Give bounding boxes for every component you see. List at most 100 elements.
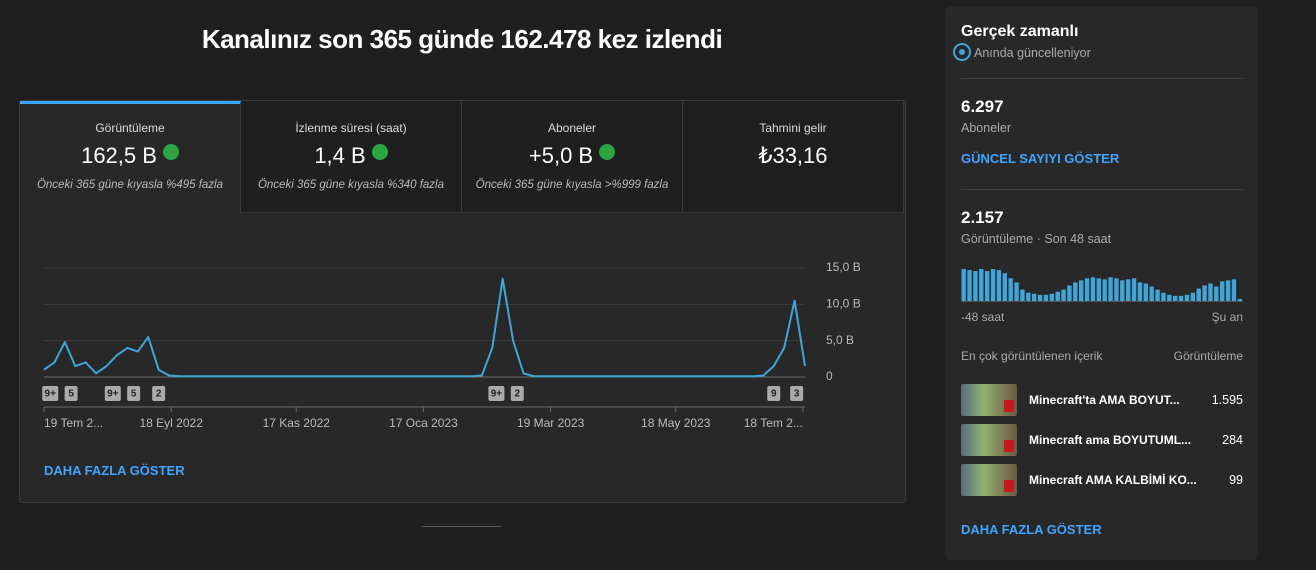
item-title[interactable]: Minecraft AMA KALBİMİ KO... xyxy=(1029,473,1197,487)
metric-value: +5,0 B xyxy=(462,143,682,169)
metric-note: Önceki 365 güne kıyasla %340 fazla xyxy=(257,179,445,191)
top-heading: En çok görüntülenen içerik xyxy=(961,349,1103,363)
realtime-bar xyxy=(1202,285,1207,301)
realtime-bar xyxy=(1084,278,1090,301)
more-link[interactable]: DAHA FAZLA GÖSTER xyxy=(961,522,1102,537)
metric-label: Aboneler xyxy=(547,121,597,135)
realtime-bar xyxy=(973,271,978,301)
realtime-bar xyxy=(990,269,996,301)
realtime-bar xyxy=(1043,294,1049,301)
realtime-bar xyxy=(1073,282,1078,301)
realtime-chart xyxy=(961,269,1242,301)
metric-value: 1,4 B xyxy=(241,143,461,169)
annotation-label: 9+ xyxy=(491,389,503,400)
thumbnail xyxy=(961,464,1017,496)
realtime-bar xyxy=(1061,289,1066,301)
annotation-label: 9 xyxy=(771,389,777,400)
y-tick-label: 10,0 B xyxy=(826,297,861,311)
realtime-bar xyxy=(1126,279,1131,301)
annotation-badge xyxy=(64,386,78,401)
realtime-bar xyxy=(1096,278,1101,301)
live-icon xyxy=(953,43,971,61)
start-label: -48 saat xyxy=(961,310,1005,324)
metric-tab[interactable]: Görüntüleme 162,5 B Önceki 365 güne kıyasl… xyxy=(20,101,241,213)
short-icon xyxy=(1004,440,1014,452)
annotation-badge xyxy=(790,386,804,401)
realtime-bar xyxy=(1190,292,1195,301)
realtime-bar xyxy=(1026,292,1031,301)
separator xyxy=(961,189,1243,190)
realtime-bar xyxy=(1178,295,1184,301)
realtime-title: Gerçek zamanlı xyxy=(961,23,1079,40)
show-count-link[interactable]: GÜNCEL SAYIYI GÖSTER xyxy=(961,151,1120,166)
view-label: Görüntüleme · Son 48 saat xyxy=(961,232,1112,246)
realtime-panel: Gerçek zamanlı Anında güncelleniyor 6.29… xyxy=(945,6,1258,560)
analytics-card: Görüntüleme 162,5 B Önceki 365 güne kıyasl… xyxy=(19,100,906,503)
metric-label: İzlenme süresi (saat) xyxy=(295,121,407,135)
realtime-bar xyxy=(1067,285,1072,301)
realtime-bar xyxy=(1173,295,1178,301)
realtime-bar xyxy=(1032,293,1037,301)
scroll-indicator xyxy=(422,526,502,527)
subscriber-label: Aboneler xyxy=(961,121,1012,135)
top-metric: Görüntüleme xyxy=(1173,349,1243,363)
metric-note: Önceki 365 güne kıyasla %495 fazla xyxy=(36,179,224,191)
short-icon xyxy=(1004,480,1014,492)
more-link[interactable]: DAHA FAZLA GÖSTER xyxy=(44,463,185,478)
up-icon xyxy=(371,144,388,160)
page-title: Kanalınız son 365 günde 162.478 kez izle… xyxy=(201,24,723,54)
realtime-bar xyxy=(1214,286,1219,301)
short-icon xyxy=(1004,400,1014,412)
realtime-bar xyxy=(1161,292,1166,301)
thumbnail xyxy=(961,424,1017,456)
x-tick-label: 18 Eyl 2022 xyxy=(139,416,203,430)
up-icon xyxy=(162,144,179,160)
separator xyxy=(961,78,1243,79)
data-line xyxy=(43,277,806,378)
x-tick-label: 18 May 2023 xyxy=(641,416,711,430)
realtime-bar xyxy=(1114,278,1119,301)
annotation-label: 2 xyxy=(514,389,520,400)
realtime-bar xyxy=(1143,283,1148,301)
realtime-bar xyxy=(1049,293,1054,301)
metric-tab: İzlenme süresi (saat) 1,4 B Önceki 365 gün… xyxy=(241,101,462,213)
item-views: 99 xyxy=(1229,473,1243,487)
views-chart: 0 5,0 B 10,0 B 15,0 B 19 Tem 2... 18 Eyl 2022… xyxy=(42,260,861,430)
annotation-badge xyxy=(127,386,141,401)
metric-label: Tahmini gelir xyxy=(759,121,827,135)
metric-label: Görüntüleme xyxy=(95,121,165,135)
realtime-bar xyxy=(1231,279,1237,301)
annotation-badge xyxy=(488,386,505,401)
realtime-bar xyxy=(1155,289,1160,301)
realtime-bar xyxy=(1055,291,1060,301)
realtime-bar xyxy=(961,269,966,301)
annotation-badge xyxy=(510,386,524,401)
subscriber-count: 6.297 xyxy=(961,97,1004,116)
item-title[interactable]: Minecraft ama BOYUTUML... xyxy=(1029,433,1192,447)
realtime-bar xyxy=(1167,294,1172,301)
metric-number: 1,4 B xyxy=(314,143,366,168)
annotation-badge xyxy=(152,386,166,401)
metric-tab: Aboneler +5,0 B Önceki 365 güne kıyasla >%… xyxy=(462,101,683,213)
realtime-bar xyxy=(1037,294,1043,301)
metric-number: 162,5 B xyxy=(81,143,157,168)
item-title[interactable]: Minecraft'ta AMA BOYUT... xyxy=(1029,393,1180,407)
realtime-bar xyxy=(1108,277,1113,301)
realtime-bar xyxy=(1020,289,1025,301)
realtime-bar xyxy=(1002,273,1007,301)
realtime-bar xyxy=(1184,294,1190,301)
realtime-axis xyxy=(961,301,1243,302)
metric-note: Önceki 365 güne kıyasla >%999 fazla xyxy=(475,179,669,191)
realtime-bar xyxy=(979,269,984,301)
annotation-badge xyxy=(767,386,781,401)
realtime-status: Anında güncelleniyor xyxy=(974,46,1091,60)
realtime-bar xyxy=(1120,280,1125,301)
realtime-bar xyxy=(1079,280,1084,301)
realtime-bar xyxy=(996,270,1002,301)
realtime-bar xyxy=(985,271,990,301)
x-tick-label: 17 Kas 2022 xyxy=(263,416,331,430)
item-views: 1.595 xyxy=(1211,393,1243,407)
realtime-bar xyxy=(1102,279,1107,301)
metric-number: ₺33,16 xyxy=(758,143,828,168)
realtime-bar xyxy=(1237,298,1242,301)
